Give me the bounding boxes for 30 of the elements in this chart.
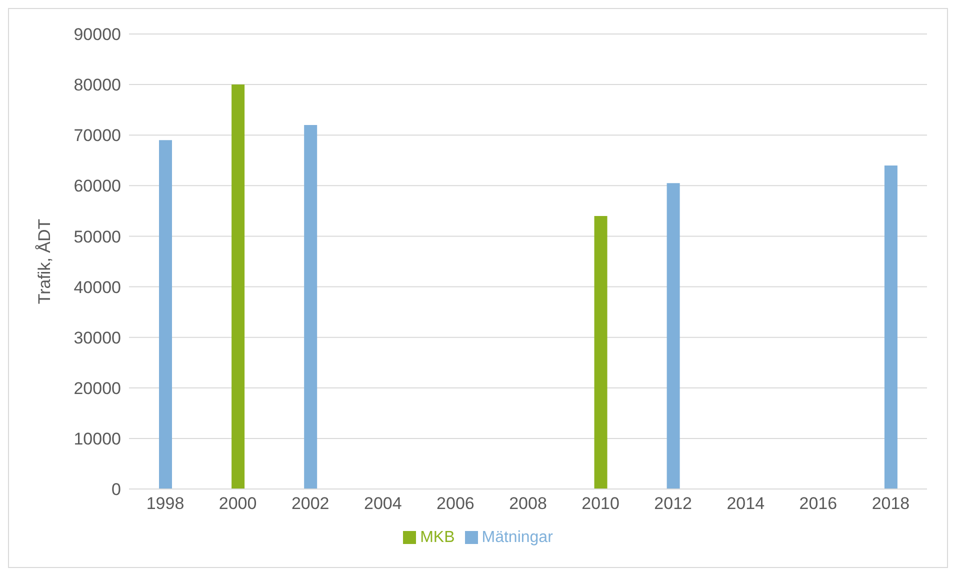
x-tick-label: 2008 bbox=[509, 494, 547, 514]
x-tick-label: 2004 bbox=[364, 494, 402, 514]
y-tick-label: 30000 bbox=[74, 328, 121, 348]
x-tick-label: 2000 bbox=[218, 494, 257, 514]
bar bbox=[304, 125, 318, 489]
y-tick-label: 60000 bbox=[74, 176, 121, 196]
y-tick-label: 90000 bbox=[74, 25, 121, 44]
y-tick-label: 10000 bbox=[74, 429, 121, 448]
legend-label: MKB bbox=[420, 529, 455, 546]
x-tick-label: 2010 bbox=[582, 494, 620, 514]
bar bbox=[232, 84, 245, 489]
y-tick-label: 50000 bbox=[74, 227, 121, 246]
bar bbox=[594, 216, 608, 489]
bar bbox=[159, 140, 172, 489]
x-tick-label: 2006 bbox=[436, 494, 474, 514]
legend-label: Mätningar bbox=[482, 529, 553, 546]
bar bbox=[666, 183, 680, 489]
y-tick-label: 80000 bbox=[74, 76, 121, 95]
y-tick-label: 40000 bbox=[74, 278, 121, 297]
bar bbox=[884, 165, 898, 489]
x-tick-label: 2014 bbox=[726, 494, 765, 514]
x-tick-label: 2016 bbox=[799, 494, 838, 514]
x-tick-label: 2002 bbox=[291, 494, 330, 514]
y-axis-title: Trafik, ÅDT bbox=[35, 218, 54, 304]
x-tick-label: 2018 bbox=[872, 494, 910, 514]
x-tick-label: 2012 bbox=[654, 494, 692, 514]
y-tick-label: 70000 bbox=[74, 126, 121, 146]
y-tick-label: 20000 bbox=[74, 378, 121, 398]
x-tick-label: 1998 bbox=[146, 494, 184, 514]
y-tick-label: 0 bbox=[112, 480, 121, 500]
